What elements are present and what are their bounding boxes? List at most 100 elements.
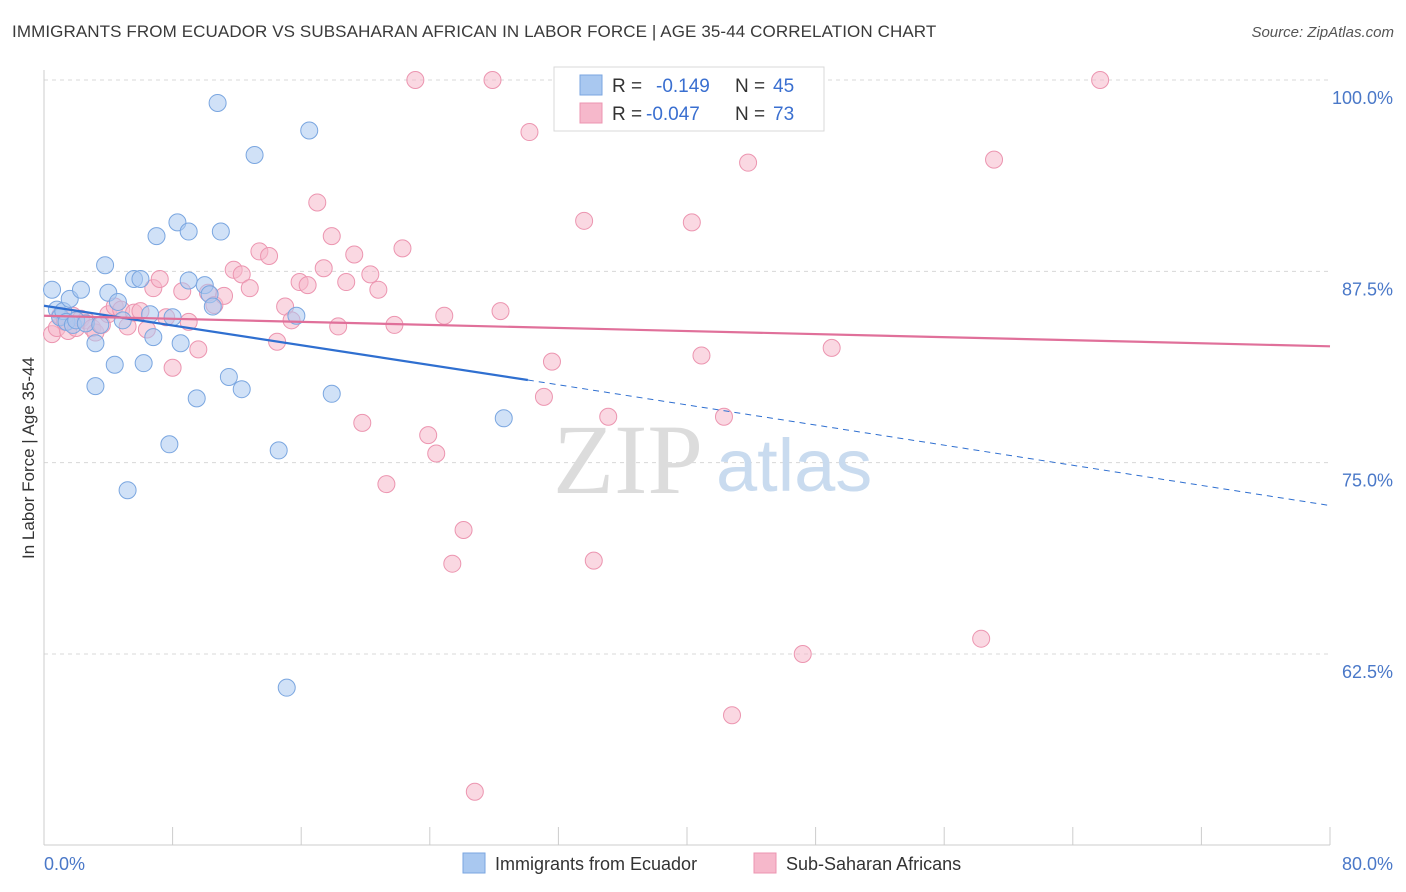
point-ecuador-24 bbox=[147, 227, 166, 246]
point-ecuador-18 bbox=[118, 481, 137, 500]
trend-line-subsaharan bbox=[43, 314, 1331, 348]
point-subsaharan-72 bbox=[793, 645, 812, 663]
point-subsaharan-70 bbox=[723, 706, 742, 725]
bottom-legend-swatch-subsaharan bbox=[753, 852, 777, 874]
axes bbox=[43, 70, 1331, 846]
point-subsaharan-44 bbox=[345, 245, 364, 264]
point-subsaharan-71 bbox=[739, 153, 758, 172]
legend-r-value-2: -0.047 bbox=[646, 104, 700, 125]
point-subsaharan-43 bbox=[337, 273, 356, 292]
y-tick-label-1: 87.5% bbox=[1342, 279, 1393, 299]
point-ecuador-40 bbox=[269, 441, 288, 460]
point-subsaharan-33 bbox=[260, 247, 279, 266]
point-ecuador-31 bbox=[187, 389, 206, 408]
chart-title: IMMIGRANTS FROM ECUADOR VS SUBSAHARAN AF… bbox=[12, 22, 937, 41]
point-subsaharan-30 bbox=[232, 265, 251, 284]
point-ecuador-20 bbox=[131, 269, 150, 288]
point-subsaharan-25 bbox=[189, 340, 208, 359]
point-subsaharan-54 bbox=[435, 306, 454, 325]
point-ecuador-8 bbox=[71, 280, 90, 299]
bottom-legend: Immigrants from Ecuador Sub-Saharan Afri… bbox=[462, 852, 961, 874]
point-ecuador-25 bbox=[160, 435, 179, 454]
point-ecuador-45 bbox=[494, 409, 513, 428]
y-tick-label-2: 75.0% bbox=[1342, 471, 1393, 491]
series-ecuador-points bbox=[43, 93, 513, 697]
point-ecuador-28 bbox=[171, 334, 190, 353]
point-subsaharan-46 bbox=[361, 265, 380, 284]
point-subsaharan-58 bbox=[483, 71, 502, 89]
legend-swatch-subsaharan bbox=[579, 102, 603, 124]
point-ecuador-26 bbox=[163, 308, 182, 327]
point-subsaharan-47 bbox=[369, 280, 388, 299]
point-subsaharan-52 bbox=[419, 426, 438, 445]
legend-r-label-2: R = bbox=[612, 104, 642, 125]
point-ecuador-17 bbox=[113, 311, 132, 330]
point-ecuador-34 bbox=[203, 297, 222, 316]
point-subsaharan-42 bbox=[329, 317, 348, 336]
zipatlas-watermark: ZIP atlas bbox=[553, 404, 872, 515]
point-subsaharan-61 bbox=[534, 387, 553, 406]
y-tick-label-0: 100.0% bbox=[1332, 88, 1393, 108]
point-subsaharan-75 bbox=[985, 150, 1004, 169]
y-tick-label-3: 62.5% bbox=[1342, 662, 1393, 682]
point-subsaharan-65 bbox=[584, 551, 603, 570]
point-subsaharan-38 bbox=[298, 276, 317, 295]
point-subsaharan-39 bbox=[308, 193, 327, 212]
point-ecuador-11 bbox=[86, 377, 105, 396]
point-subsaharan-41 bbox=[322, 227, 341, 246]
legend-box: R = -0.149 N = 45 R = -0.047 N = 73 bbox=[553, 66, 825, 132]
point-subsaharan-60 bbox=[520, 123, 539, 142]
point-ecuador-15 bbox=[105, 355, 124, 374]
point-subsaharan-56 bbox=[454, 521, 473, 540]
point-subsaharan-68 bbox=[692, 346, 711, 365]
legend-swatch-ecuador bbox=[579, 74, 603, 96]
bottom-legend-label-ecuador: Immigrants from Ecuador bbox=[495, 854, 697, 874]
legend-n-value-1: 45 bbox=[773, 76, 794, 97]
trend-lines bbox=[43, 304, 1331, 507]
point-ecuador-35 bbox=[208, 93, 227, 112]
point-ecuador-16 bbox=[108, 292, 127, 311]
point-ecuador-43 bbox=[300, 121, 319, 140]
legend-r-value-1: -0.149 bbox=[656, 76, 710, 97]
point-ecuador-42 bbox=[287, 306, 306, 325]
point-subsaharan-74 bbox=[972, 629, 991, 648]
point-ecuador-23 bbox=[144, 328, 163, 347]
point-subsaharan-64 bbox=[575, 211, 594, 230]
point-ecuador-39 bbox=[245, 146, 264, 165]
point-subsaharan-57 bbox=[465, 782, 484, 801]
bottom-legend-swatch-ecuador bbox=[462, 852, 486, 874]
point-subsaharan-50 bbox=[393, 239, 412, 258]
x-tick-label-0: 0.0% bbox=[44, 854, 85, 874]
point-subsaharan-20 bbox=[150, 269, 169, 288]
legend-r-label-1: R = bbox=[612, 76, 642, 97]
point-ecuador-29 bbox=[179, 271, 198, 290]
source-credit: Source: ZipAtlas.com bbox=[1251, 24, 1394, 41]
legend-n-label-1: N = bbox=[735, 76, 765, 97]
point-subsaharan-31 bbox=[240, 279, 259, 298]
point-subsaharan-45 bbox=[353, 413, 372, 432]
y-axis-title: In Labor Force | Age 35-44 bbox=[19, 357, 38, 559]
point-ecuador-0 bbox=[43, 280, 62, 299]
point-subsaharan-66 bbox=[599, 407, 618, 426]
point-subsaharan-69 bbox=[714, 407, 733, 426]
bottom-legend-label-subsaharan: Sub-Saharan Africans bbox=[786, 854, 961, 874]
grid-lines bbox=[44, 79, 1330, 655]
point-ecuador-12 bbox=[91, 315, 110, 334]
point-subsaharan-73 bbox=[822, 338, 841, 357]
point-ecuador-21 bbox=[134, 354, 153, 373]
point-subsaharan-62 bbox=[542, 352, 561, 371]
point-ecuador-38 bbox=[232, 380, 251, 399]
point-subsaharan-22 bbox=[163, 358, 182, 377]
tick-labels: 100.0% 87.5% 75.0% 62.5% 0.0% 80.0% bbox=[44, 88, 1393, 874]
point-subsaharan-53 bbox=[427, 444, 446, 463]
point-ecuador-30 bbox=[179, 222, 198, 241]
x-tick-label-1: 80.0% bbox=[1342, 854, 1393, 874]
legend-n-label-2: N = bbox=[735, 104, 765, 125]
legend-n-value-2: 73 bbox=[773, 104, 794, 125]
point-ecuador-41 bbox=[277, 678, 296, 697]
watermark-atlas: atlas bbox=[716, 424, 872, 507]
point-subsaharan-51 bbox=[406, 71, 425, 89]
point-subsaharan-40 bbox=[314, 259, 333, 278]
point-ecuador-13 bbox=[96, 256, 115, 275]
